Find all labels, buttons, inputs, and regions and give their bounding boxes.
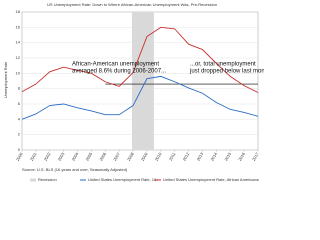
y-tick-label: 4 bbox=[18, 116, 21, 121]
y-tick-label: 18 bbox=[16, 9, 21, 14]
recession-band bbox=[131, 12, 154, 150]
chart: US Unemployment Rate: Down to Where Afri… bbox=[3, 2, 264, 182]
legend-label: United States Unemployment Rate, African… bbox=[163, 177, 259, 182]
x-tick-label: 2008 bbox=[126, 151, 135, 162]
annotation: averaged 8.6% during 2006-2007... bbox=[72, 69, 166, 75]
x-tick-label: 2013 bbox=[195, 151, 204, 162]
series-line bbox=[21, 75, 259, 120]
x-tick-label: 2012 bbox=[182, 151, 191, 162]
annotation: ...or, total unemployment bbox=[190, 62, 256, 68]
y-tick-label: 14 bbox=[16, 40, 21, 45]
x-tick-label: 2000 bbox=[15, 151, 24, 162]
y-tick-label: 0 bbox=[18, 147, 21, 152]
annotation: just dropped below last month. bbox=[189, 69, 264, 75]
x-tick-label: 2010 bbox=[154, 151, 163, 162]
source: Source: U.S. BLS (16 years and over, Sea… bbox=[22, 167, 128, 172]
y-tick-label: 8 bbox=[18, 86, 21, 91]
y-tick-label: 2 bbox=[18, 132, 21, 137]
y-tick-label: 6 bbox=[18, 101, 21, 106]
x-tick-label: 2014 bbox=[209, 151, 218, 162]
y-tick-label: 10 bbox=[16, 70, 21, 75]
chart-title: US Unemployment Rate: Down to Where Afri… bbox=[47, 2, 217, 7]
x-tick-label: 2015 bbox=[223, 151, 232, 162]
y-axis-label: Unemployment Rate bbox=[3, 61, 8, 98]
x-tick-label: 2001 bbox=[29, 151, 38, 162]
y-tick-label: 12 bbox=[16, 55, 21, 60]
x-tick-label: 2004 bbox=[71, 151, 80, 162]
x-tick-label: 2007 bbox=[112, 151, 121, 162]
x-tick-label: 2003 bbox=[57, 151, 66, 162]
x-tick-label: 2017 bbox=[251, 151, 260, 162]
y-tick-label: 16 bbox=[16, 24, 21, 29]
x-tick-label: 2016 bbox=[237, 151, 246, 162]
x-tick-label: 2006 bbox=[98, 151, 107, 162]
series-line bbox=[21, 26, 259, 93]
x-tick-label: 2011 bbox=[168, 151, 177, 162]
x-tick-label: 2009 bbox=[140, 151, 149, 162]
x-tick-label: 2002 bbox=[43, 151, 52, 162]
annotation: African-American unemployment bbox=[72, 62, 159, 68]
legend-label: United States Unemployment Rate, 16+ bbox=[88, 177, 159, 182]
x-tick-label: 2005 bbox=[84, 151, 93, 162]
legend-swatch bbox=[30, 178, 36, 182]
legend-label: Recession bbox=[38, 177, 57, 182]
